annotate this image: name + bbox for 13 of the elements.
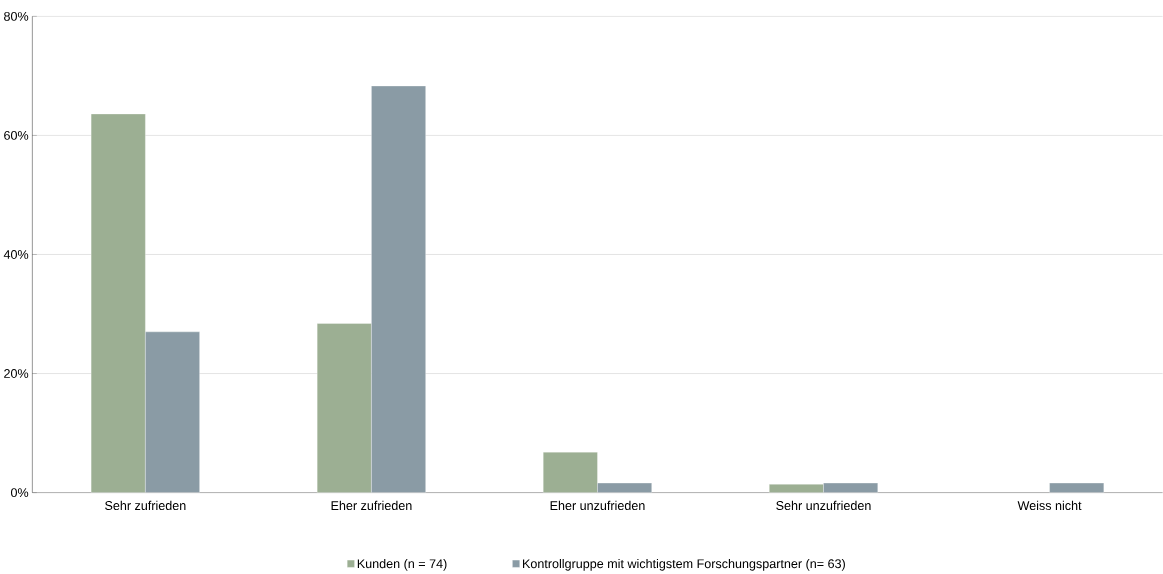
legend-label: Kunden (n = 74) xyxy=(357,559,447,571)
x-tick-label: Eher zufrieden xyxy=(331,500,412,511)
x-tick-label: Weiss nicht xyxy=(1017,500,1082,511)
y-tick-label: 20% xyxy=(4,369,29,379)
x-tick-label: Sehr unzufrieden xyxy=(776,500,871,511)
y-tick-label: 80% xyxy=(4,12,29,21)
x-tick-label: Eher unzufrieden xyxy=(550,500,645,511)
y-tick-label: 60% xyxy=(4,131,29,140)
y-tick-label: 0% xyxy=(10,488,29,498)
legend-label: Kontrollgruppe mit wichtigstem Forschungspartner (n= 63) xyxy=(523,559,845,571)
x-tick-label: Sehr zufrieden xyxy=(105,500,186,511)
bar xyxy=(1049,483,1104,493)
y-tick-label: 40% xyxy=(3,250,29,260)
